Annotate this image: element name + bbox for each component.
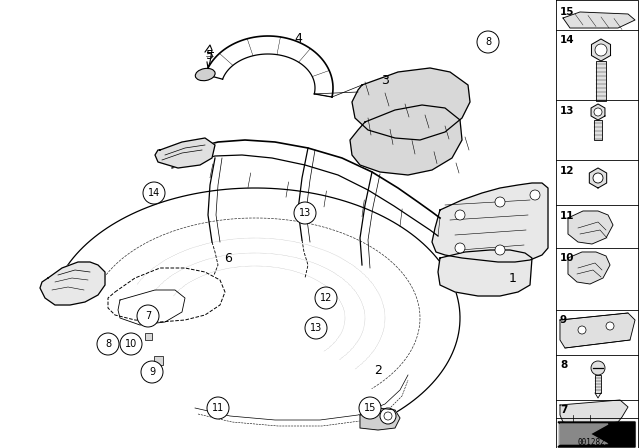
Circle shape [97, 333, 119, 355]
Circle shape [495, 245, 505, 255]
Circle shape [593, 173, 603, 183]
Text: 9: 9 [560, 315, 567, 325]
Text: 14: 14 [560, 35, 575, 45]
Text: 4: 4 [294, 31, 302, 44]
Bar [154, 356, 163, 365]
Polygon shape [352, 68, 470, 140]
Polygon shape [558, 421, 635, 447]
Polygon shape [350, 105, 462, 175]
Polygon shape [568, 252, 610, 284]
Text: 8: 8 [105, 339, 111, 349]
Polygon shape [560, 313, 635, 348]
Text: 7: 7 [145, 311, 151, 321]
Text: 9: 9 [149, 367, 155, 377]
Bar [594, 120, 602, 140]
Text: 2: 2 [374, 363, 382, 376]
Polygon shape [560, 400, 628, 425]
Polygon shape [563, 12, 635, 28]
Text: 15: 15 [364, 403, 376, 413]
Text: 13: 13 [560, 106, 575, 116]
Circle shape [591, 361, 605, 375]
Circle shape [477, 31, 499, 53]
Polygon shape [360, 408, 400, 430]
Text: 15: 15 [560, 7, 575, 17]
Circle shape [143, 182, 165, 204]
Circle shape [595, 44, 607, 56]
Ellipse shape [195, 69, 215, 81]
Polygon shape [591, 104, 605, 120]
Circle shape [455, 243, 465, 253]
Text: 8: 8 [560, 360, 567, 370]
Polygon shape [438, 250, 532, 296]
Text: 12: 12 [560, 166, 575, 176]
Polygon shape [568, 211, 613, 244]
Text: 11: 11 [212, 403, 224, 413]
Polygon shape [40, 262, 105, 305]
Bar [595, 375, 601, 393]
Text: 10: 10 [560, 253, 575, 263]
Text: 12: 12 [320, 293, 332, 303]
Polygon shape [591, 39, 611, 61]
Text: 00128250: 00128250 [577, 438, 614, 447]
Text: 11: 11 [560, 211, 575, 221]
Circle shape [578, 326, 586, 334]
Circle shape [305, 317, 327, 339]
Circle shape [530, 190, 540, 200]
Circle shape [207, 397, 229, 419]
Bar [124, 336, 132, 344]
Polygon shape [155, 138, 215, 168]
Bar [145, 333, 152, 340]
Text: 6: 6 [224, 251, 232, 264]
Text: 13: 13 [299, 208, 311, 218]
Polygon shape [432, 183, 548, 262]
Polygon shape [589, 168, 607, 188]
Circle shape [359, 397, 381, 419]
Circle shape [141, 361, 163, 383]
Circle shape [380, 408, 396, 424]
Text: 7: 7 [560, 405, 568, 415]
Circle shape [495, 197, 505, 207]
Circle shape [294, 202, 316, 224]
Circle shape [384, 412, 392, 420]
Circle shape [594, 108, 602, 116]
Circle shape [606, 322, 614, 330]
Text: 14: 14 [148, 188, 160, 198]
Text: 10: 10 [125, 339, 137, 349]
Text: 5: 5 [206, 48, 214, 61]
Circle shape [455, 210, 465, 220]
Circle shape [120, 333, 142, 355]
Polygon shape [558, 422, 635, 447]
Polygon shape [560, 424, 608, 444]
Circle shape [315, 287, 337, 309]
Bar [596, 61, 606, 101]
Text: 1: 1 [509, 271, 517, 284]
Circle shape [137, 305, 159, 327]
Text: 3: 3 [381, 73, 389, 86]
Text: 8: 8 [485, 37, 491, 47]
Text: 13: 13 [310, 323, 322, 333]
